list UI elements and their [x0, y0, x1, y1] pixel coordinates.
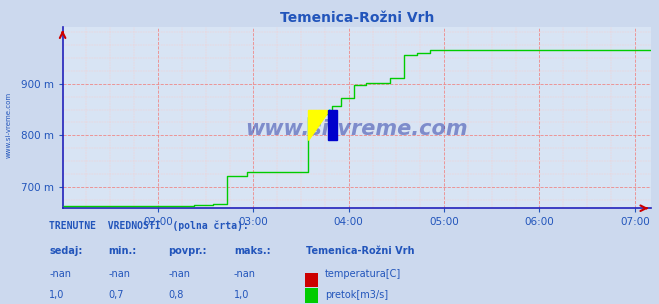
Text: temperatura[C]: temperatura[C]: [325, 269, 401, 279]
Text: pretok[m3/s]: pretok[m3/s]: [325, 290, 388, 300]
Text: -nan: -nan: [168, 269, 190, 279]
Polygon shape: [308, 109, 329, 140]
Text: 1,0: 1,0: [49, 290, 65, 300]
Polygon shape: [329, 109, 330, 140]
Text: povpr.:: povpr.:: [168, 246, 206, 256]
Text: www.si-vreme.com: www.si-vreme.com: [246, 119, 468, 139]
Text: www.si-vreme.com: www.si-vreme.com: [5, 92, 12, 158]
Text: -nan: -nan: [109, 269, 130, 279]
Text: sedaj:: sedaj:: [49, 246, 83, 256]
Text: 0,7: 0,7: [109, 290, 125, 300]
Text: min.:: min.:: [109, 246, 137, 256]
Text: Temenica-Rožni Vrh: Temenica-Rožni Vrh: [306, 246, 415, 256]
Text: TRENUTNE  VREDNOSTI  (polna črta):: TRENUTNE VREDNOSTI (polna črta):: [49, 220, 249, 231]
Text: maks.:: maks.:: [234, 246, 271, 256]
Text: 1,0: 1,0: [234, 290, 249, 300]
Title: Temenica-Rožni Vrh: Temenica-Rožni Vrh: [279, 11, 434, 25]
Text: 0,8: 0,8: [168, 290, 183, 300]
Bar: [328, 109, 337, 140]
Text: -nan: -nan: [234, 269, 256, 279]
Text: -nan: -nan: [49, 269, 71, 279]
